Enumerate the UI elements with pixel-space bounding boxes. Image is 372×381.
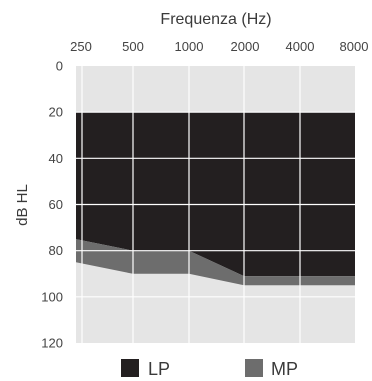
legend-label-mp: MP	[271, 359, 298, 379]
legend-swatch-mp	[245, 359, 263, 377]
y-axis-title: dB HL	[14, 184, 31, 226]
series-area-lp	[76, 112, 355, 277]
y-tick-label: 120	[41, 336, 63, 351]
x-tick-label: 2000	[231, 39, 260, 54]
x-tick-labels: 250 500 1000 2000 4000 8000	[70, 39, 368, 54]
chart-title: Frequenza (Hz)	[160, 11, 271, 28]
y-tick-label: 20	[49, 105, 63, 120]
y-tick-label: 40	[49, 151, 63, 166]
x-tick-label: 500	[122, 39, 144, 54]
legend-label-lp: LP	[148, 359, 170, 379]
y-tick-label: 0	[56, 59, 63, 74]
x-tick-label: 4000	[286, 39, 315, 54]
legend: LP MP	[121, 359, 298, 379]
y-tick-label: 100	[41, 289, 63, 304]
x-tick-label: 8000	[340, 39, 369, 54]
y-tick-label: 60	[49, 197, 63, 212]
series-area-mp	[76, 239, 355, 286]
y-tick-labels: 0 20 40 60 80 100 120	[41, 59, 63, 351]
x-tick-label: 1000	[175, 39, 204, 54]
grid-lines	[76, 66, 355, 343]
series-areas	[76, 112, 355, 286]
legend-swatch-lp	[121, 359, 139, 377]
y-tick-label: 80	[49, 243, 63, 258]
x-tick-label: 250	[70, 39, 92, 54]
